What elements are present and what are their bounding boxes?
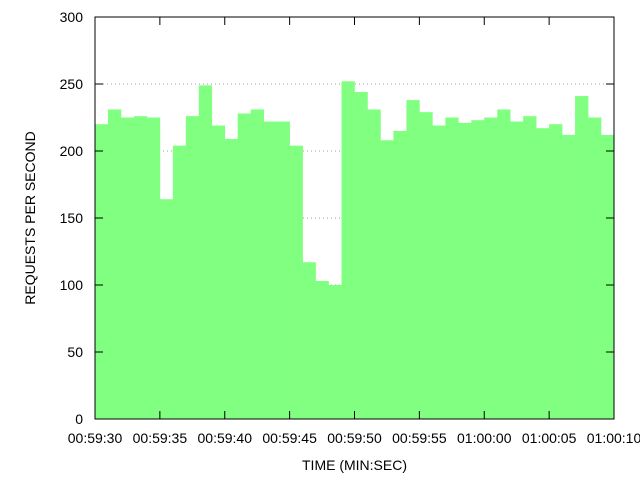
bar [95, 124, 109, 419]
y-tick-label: 300 [60, 9, 84, 25]
bar [354, 92, 368, 419]
bar [575, 96, 589, 419]
bar [562, 134, 576, 420]
bar [484, 117, 498, 419]
bar [263, 121, 277, 420]
bars [95, 81, 615, 420]
bar [393, 130, 407, 419]
bar [185, 116, 200, 419]
bar [289, 145, 303, 419]
bar [276, 121, 290, 420]
bar [419, 112, 433, 419]
bar [367, 109, 381, 420]
bar [302, 262, 316, 419]
x-tick-label: 01:00:05 [522, 430, 577, 446]
bar [510, 121, 524, 420]
x-tick-label: 00:59:50 [327, 430, 382, 446]
y-tick-label: 200 [60, 143, 84, 159]
bar [445, 117, 459, 419]
x-tick-label: 00:59:45 [262, 430, 317, 446]
x-tick-label: 01:00:10 [587, 430, 640, 446]
bar [328, 285, 342, 419]
bar [237, 113, 251, 419]
bar [224, 138, 239, 419]
bar [432, 125, 446, 419]
bar [536, 128, 550, 419]
bar [211, 125, 226, 419]
x-tick-label: 00:59:30 [68, 430, 123, 446]
bar [120, 117, 135, 419]
bar [549, 124, 563, 419]
bar [380, 140, 394, 419]
bar [588, 117, 602, 419]
x-axis-label: TIME (MIN:SEC) [302, 457, 407, 473]
x-tick-label: 00:59:35 [133, 430, 188, 446]
bar [159, 199, 174, 419]
y-tick-label: 250 [60, 76, 84, 92]
bar [601, 134, 615, 420]
x-tick-label: 01:00:00 [457, 430, 512, 446]
bar [146, 117, 161, 419]
y-tick-label: 0 [75, 411, 83, 427]
bar [172, 145, 187, 419]
bar [471, 120, 485, 420]
bar [315, 280, 329, 419]
bar [523, 116, 537, 419]
bar [406, 100, 420, 419]
y-tick-label: 150 [60, 210, 84, 226]
x-tick-labels: 00:59:30 00:59:35 00:59:40 00:59:45 00:59:50… [68, 430, 640, 446]
tick-marks [94, 16, 615, 420]
bar [497, 109, 511, 420]
y-axis-label: REQUESTS PER SECOND [22, 131, 38, 304]
bar [198, 85, 213, 419]
bar [250, 109, 264, 420]
y-tick-label: 50 [67, 344, 83, 360]
y-tick-label: 100 [60, 277, 84, 293]
x-tick-label: 00:59:40 [198, 430, 253, 446]
y-tick-labels: 0 50 100 150 200 250 300 [60, 9, 84, 427]
bar [458, 122, 472, 420]
x-tick-label: 00:59:55 [392, 430, 447, 446]
bar [341, 81, 355, 419]
bar [107, 109, 122, 420]
bar [133, 116, 148, 419]
